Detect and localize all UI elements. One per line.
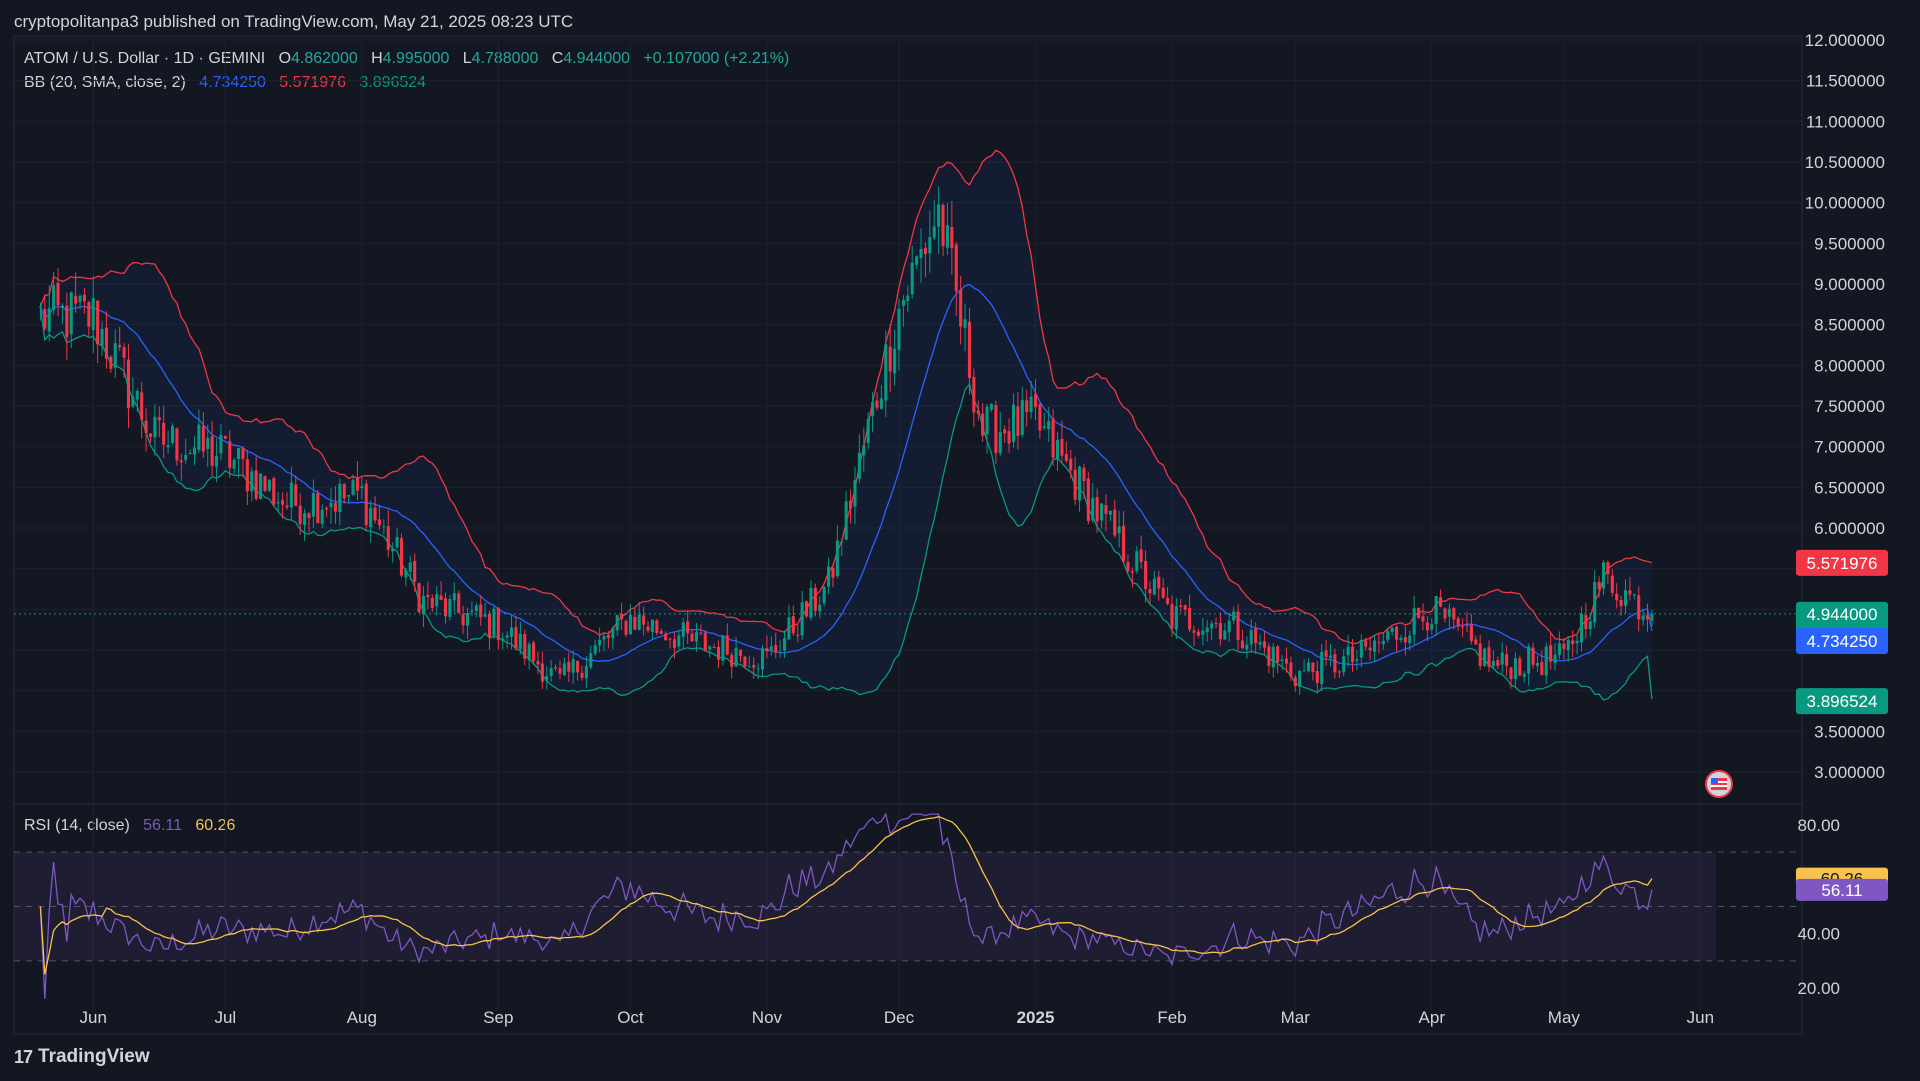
candle: [805, 600, 808, 618]
candle: [109, 355, 112, 372]
price-tick-label: 9.000000: [1814, 275, 1885, 294]
candle: [704, 630, 707, 651]
time-tick-label: Feb: [1157, 1008, 1186, 1027]
flag-icon[interactable]: [1706, 771, 1732, 797]
candle: [655, 619, 658, 636]
time-tick-label: Aug: [347, 1008, 377, 1027]
time-tick-label: Jun: [1687, 1008, 1714, 1027]
badge-bb-basis-text: 4.734250: [1807, 632, 1878, 651]
time-tick-label: 2025: [1017, 1008, 1055, 1027]
price-tick-label: 12.000000: [1805, 31, 1885, 50]
candle: [523, 630, 526, 665]
candle: [250, 467, 253, 501]
candle: [1439, 590, 1442, 608]
bollinger-fill: [40, 150, 1652, 700]
price-tick-label: 7.000000: [1814, 438, 1885, 457]
price-tick-label: 11.500000: [1806, 72, 1885, 91]
candle: [801, 591, 804, 640]
price-tick-label: 7.500000: [1814, 397, 1885, 416]
candle: [268, 479, 271, 492]
candle: [492, 606, 495, 639]
price-tick-label: 10.500000: [1805, 153, 1885, 172]
candle: [809, 580, 812, 620]
price-tick-label: 3.000000: [1814, 763, 1885, 782]
rsi-tick-label: 80.00: [1797, 816, 1840, 835]
candle: [1087, 472, 1090, 525]
rsi-tick-label: 40.00: [1797, 925, 1840, 944]
time-axis[interactable]: Jun Jul Aug Sep Oct Nov Dec 2025 Feb Mar Apr May Jun: [80, 1008, 1715, 1027]
candle: [365, 480, 368, 530]
rsi-axis[interactable]: 80.00 40.00 20.00: [1797, 816, 1840, 998]
bb-band-fill: [40, 150, 1652, 700]
price-axis[interactable]: 12.000000 11.500000 11.000000 10.500000 10.0…: [1805, 31, 1885, 782]
tradingview-logo-icon[interactable]: 17: [14, 1047, 32, 1068]
candle: [1272, 643, 1275, 677]
price-tick-label: 6.500000: [1814, 478, 1885, 497]
footer-brand[interactable]: TradingView: [38, 1046, 150, 1068]
time-tick-label: Apr: [1419, 1008, 1446, 1027]
candle: [845, 491, 848, 540]
badge-last-price-text: 4.944000: [1807, 605, 1878, 624]
candle: [272, 477, 275, 507]
price-tick-label: 8.000000: [1814, 356, 1885, 375]
candle: [175, 428, 178, 466]
candle: [792, 606, 795, 636]
candle: [404, 568, 407, 586]
price-tick-label: 6.000000: [1814, 519, 1885, 538]
footer: 17 TradingView: [14, 1046, 150, 1068]
candle: [96, 300, 99, 363]
badge-bb-lower-text: 3.896524: [1807, 692, 1878, 711]
time-tick-label: Sep: [483, 1008, 513, 1027]
candle: [858, 434, 861, 483]
time-tick-label: Oct: [617, 1008, 644, 1027]
candle: [488, 611, 491, 650]
candle: [1593, 570, 1596, 628]
badge-rsi-text: 56.11: [1821, 881, 1862, 900]
candle: [1276, 645, 1279, 673]
price-tick-label: 8.500000: [1814, 316, 1885, 335]
candle: [721, 635, 724, 665]
candle: [171, 423, 174, 445]
candle: [303, 509, 306, 541]
time-tick-label: Jun: [80, 1008, 107, 1027]
candle: [528, 642, 531, 670]
candle: [259, 474, 262, 500]
price-tick-label: 9.500000: [1814, 234, 1885, 253]
price-tick-label: 10.000000: [1805, 194, 1885, 213]
time-tick-label: Mar: [1281, 1008, 1311, 1027]
candle: [836, 525, 839, 578]
candle: [972, 369, 975, 428]
candle: [263, 476, 266, 492]
candle: [1518, 656, 1521, 677]
rsi-background: [14, 852, 1802, 961]
time-tick-label: Nov: [752, 1008, 783, 1027]
candle: [624, 619, 627, 637]
time-tick-label: Dec: [884, 1008, 915, 1027]
price-tick-label: 3.500000: [1814, 722, 1885, 741]
time-tick-label: May: [1548, 1008, 1581, 1027]
candle: [316, 490, 319, 523]
candle: [730, 652, 733, 678]
candle: [1267, 643, 1270, 673]
badge-bb-upper-text: 5.571976: [1807, 554, 1878, 573]
candle: [787, 605, 790, 640]
price-tick-label: 11.000000: [1806, 112, 1885, 131]
time-tick-label: Jul: [214, 1008, 236, 1027]
candle: [823, 586, 826, 606]
candle: [457, 590, 460, 613]
candle: [1483, 648, 1486, 667]
candle: [1417, 607, 1420, 618]
rsi-tick-label: 20.00: [1797, 979, 1840, 998]
candle: [1078, 466, 1081, 512]
candle: [400, 534, 403, 578]
candle: [418, 583, 421, 614]
